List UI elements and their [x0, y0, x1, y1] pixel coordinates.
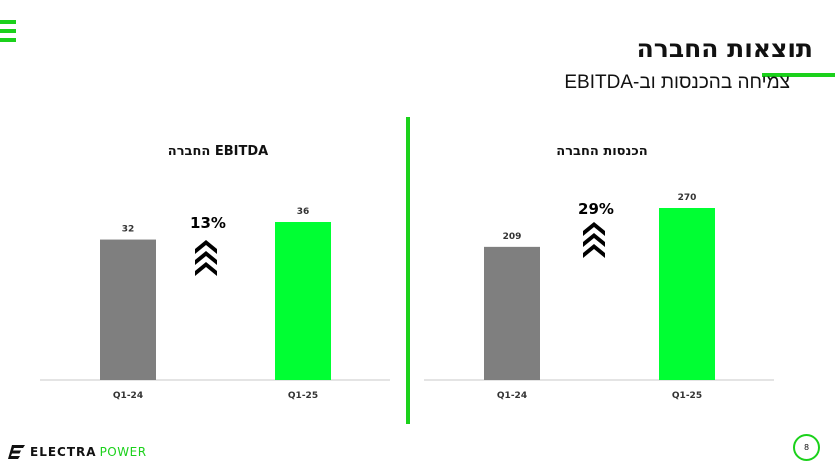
title-underline: [762, 73, 835, 77]
data-label: 209: [503, 232, 522, 242]
growth-label: 13%: [190, 214, 226, 232]
chart-title: הכנסות החברה: [556, 144, 648, 159]
growth-arrow-icon: [195, 240, 217, 276]
tick-label: Q1-25: [288, 391, 318, 401]
ebitda-chart: EBITDA החברה 13% 32 Q1-24 36 Q1-25: [38, 130, 398, 410]
tick-label: Q1-24: [497, 391, 527, 401]
bar-Q1-25: [659, 208, 715, 380]
tick-label: Q1-24: [113, 391, 143, 401]
growth-arrow-icon: [583, 222, 605, 258]
menu-icon[interactable]: [0, 20, 16, 50]
bar-Q1-24: [484, 246, 540, 380]
bar-Q1-24: [100, 239, 156, 380]
data-label: 270: [678, 193, 697, 203]
data-label: 36: [297, 207, 310, 217]
page-number: 8: [793, 434, 820, 461]
brand-logo: ELECTRA POWER: [8, 443, 147, 461]
electra-e-icon: [8, 445, 25, 459]
tick-label: Q1-25: [672, 391, 702, 401]
section-divider: [406, 117, 410, 424]
brand-primary: ELECTRA: [30, 445, 97, 459]
data-label: 32: [122, 225, 135, 235]
brand-secondary: POWER: [99, 445, 147, 459]
revenue-chart-plot: 209 Q1-24 270 Q1-25: [424, 193, 774, 401]
bar-Q1-25: [275, 222, 331, 380]
page-subtitle: צמיחה בהכנסות וב-EBITDA: [564, 72, 790, 93]
ebitda-chart-plot: 32 Q1-24 36 Q1-25: [40, 207, 390, 401]
revenue-chart: הכנסות החברה 29% 209 Q1-24 270 Q1-25: [422, 130, 782, 410]
page-title: תוצאות החברה: [636, 34, 813, 63]
chart-title: EBITDA החברה: [167, 144, 269, 159]
growth-label: 29%: [578, 200, 614, 218]
